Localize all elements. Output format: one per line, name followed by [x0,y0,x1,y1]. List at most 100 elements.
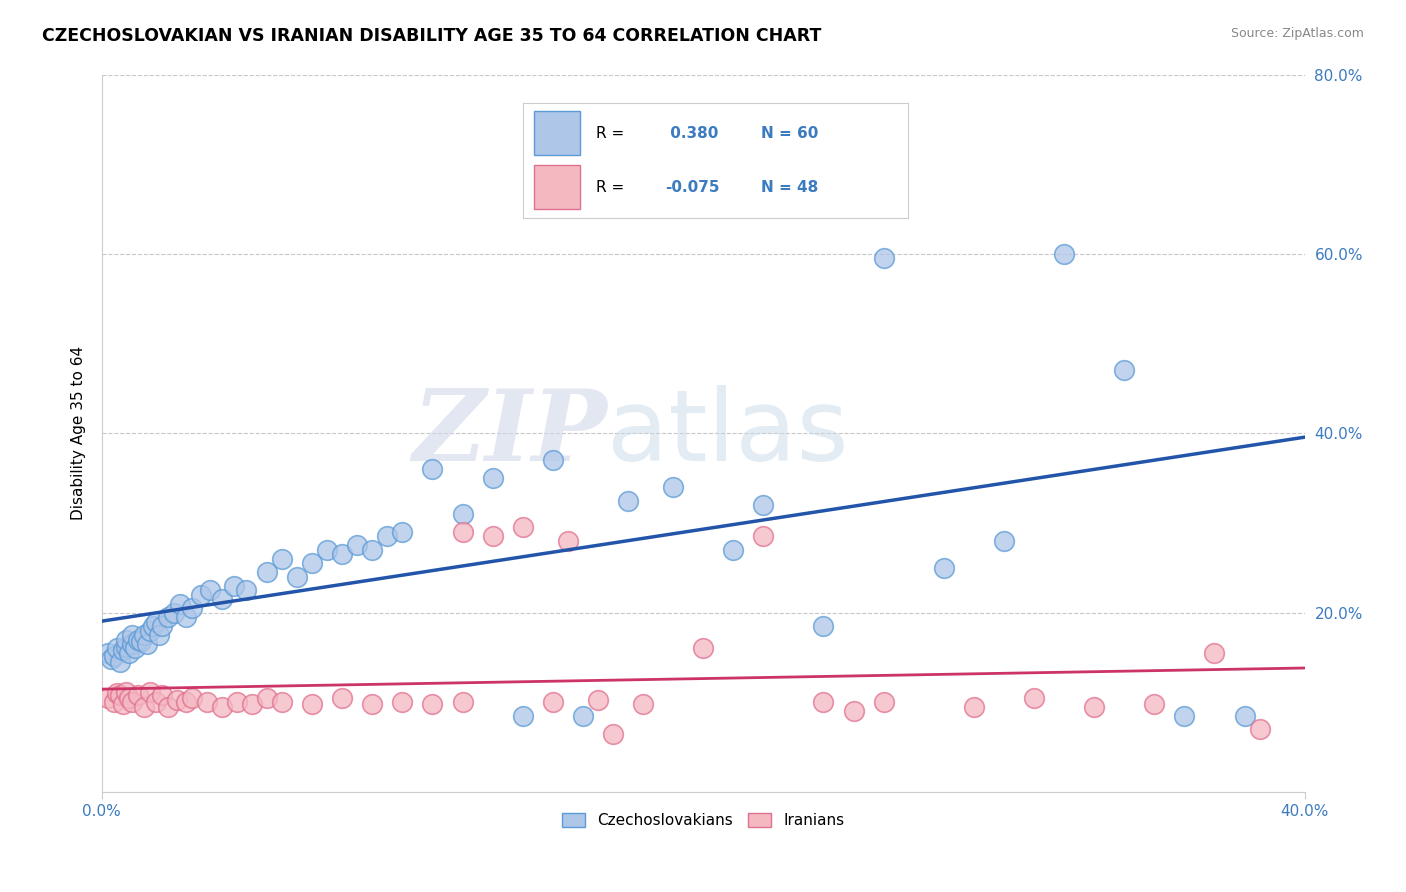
Point [132,699,155,714]
Point [1204,646,1226,660]
Point [1053,247,1076,261]
Point [240,697,263,711]
Point [330,690,353,705]
Point [842,704,865,718]
Point [97,690,120,705]
Point [301,556,323,570]
Point [391,524,413,539]
Point [132,628,155,642]
Point [813,619,835,633]
Point [391,695,413,709]
Point [180,690,202,705]
Point [156,699,179,714]
Point [166,693,188,707]
Point [163,606,186,620]
Point [541,695,564,709]
Point [156,610,179,624]
Point [1083,699,1105,714]
Point [121,637,143,651]
Point [481,529,503,543]
Point [872,695,894,709]
Point [145,695,167,709]
Y-axis label: Disability Age 35 to 64: Disability Age 35 to 64 [72,346,86,520]
Text: Source: ZipAtlas.com: Source: ZipAtlas.com [1230,27,1364,40]
Point [271,695,294,709]
Point [451,695,474,709]
Point [148,628,170,642]
Point [97,646,120,660]
Point [586,693,609,707]
Point [111,697,134,711]
Point [692,641,714,656]
Point [932,561,955,575]
Point [150,688,173,702]
Point [118,690,141,705]
Point [180,601,202,615]
Point [512,708,534,723]
Point [169,597,191,611]
Point [235,583,257,598]
Point [127,632,149,647]
Point [103,648,125,663]
Point [114,632,136,647]
Point [602,726,624,740]
Point [100,652,122,666]
Point [346,538,368,552]
Point [617,493,640,508]
Point [422,462,444,476]
Point [572,708,595,723]
Point [114,640,136,654]
Point [190,588,212,602]
Point [631,697,654,711]
Point [285,570,308,584]
Point [108,655,131,669]
Point [316,542,339,557]
Point [195,695,218,709]
Point [111,643,134,657]
Point [963,699,986,714]
Point [872,252,894,266]
Point [108,688,131,702]
Point [222,579,245,593]
Point [1233,708,1256,723]
Point [451,524,474,539]
Point [1173,708,1195,723]
Point [1249,722,1271,736]
Point [105,686,128,700]
Point [271,551,294,566]
Point [662,480,685,494]
Point [993,533,1015,548]
Point [361,542,384,557]
Point [118,646,141,660]
Point [121,695,143,709]
Point [752,498,775,512]
Point [139,684,162,698]
Point [198,583,221,598]
Point [127,688,149,702]
Point [1114,363,1136,377]
Point [451,507,474,521]
Point [541,453,564,467]
Point [129,634,152,648]
Point [481,471,503,485]
Text: atlas: atlas [607,384,849,482]
Point [330,547,353,561]
Point [124,641,146,656]
Point [752,529,775,543]
Point [301,697,323,711]
Text: ZIP: ZIP [412,385,607,482]
Point [377,529,399,543]
Point [226,695,249,709]
Point [1022,690,1045,705]
Point [512,520,534,534]
Point [114,684,136,698]
Point [256,566,278,580]
Point [121,628,143,642]
Point [139,624,162,638]
Point [142,619,165,633]
Point [174,695,197,709]
Point [813,695,835,709]
Point [692,184,714,198]
Point [135,637,157,651]
Point [150,619,173,633]
